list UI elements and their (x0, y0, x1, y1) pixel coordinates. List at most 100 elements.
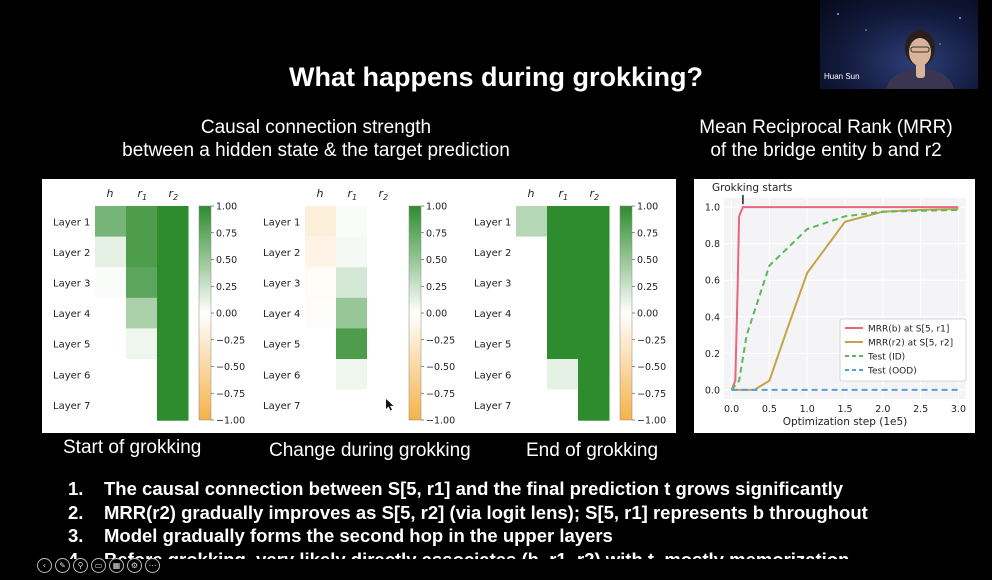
right-caption-line-2: of the bridge entity b and r2 (710, 140, 942, 161)
heatmap-cell (305, 267, 337, 299)
heatmap-label-change: Change during grokking (269, 440, 471, 461)
heatmap-cell (547, 297, 579, 329)
speaker-video[interactable]: Huan Sun (820, 0, 978, 89)
bullet-number: 3. (68, 525, 84, 546)
heatmap-cell (95, 389, 127, 421)
heatmap-row-label: Layer 6 (263, 370, 300, 381)
heatmap-1: Layer 1 Layer 2 Layer 3 Layer 4 Layer 5 Layer… (263, 187, 455, 427)
heatmap-row-label: Layer 2 (474, 248, 511, 259)
heatmap-row-label: Layer 1 (53, 217, 90, 228)
bullet-item: 4.Before grokking, very likely directly … (68, 548, 868, 559)
heatmap-label-end: End of grokking (526, 440, 659, 461)
heatmap-cell (157, 359, 189, 391)
heatmap-cell (367, 267, 399, 299)
y-tick-label: 0.4 (705, 312, 720, 323)
heatmap-cell (578, 267, 610, 299)
heatmap-row-label: Layer 7 (263, 401, 300, 412)
heatmap-0: Layer 1 Layer 2 Layer 3 Layer 4 Layer 5 Layer… (53, 187, 245, 427)
heatmap-cell (547, 267, 579, 299)
presentation-toolbar: ‹ ✎ ⚲ ▭ ▦ ⚙ ⋯ (37, 558, 160, 573)
heatmap-row-label: Layer 5 (263, 340, 300, 351)
legend-label: Test (OOD) (867, 367, 917, 377)
layout-icon[interactable]: ▦ (109, 558, 124, 573)
x-tick-label: 3.0 (951, 404, 966, 415)
heatmap-cell (547, 236, 579, 268)
colorbar (408, 205, 422, 421)
heatmap-cell (367, 206, 399, 238)
heatmap-cell (367, 297, 399, 329)
right-caption-line-1: Mean Reciprocal Rank (MRR) (699, 117, 953, 138)
series-line (730, 208, 959, 391)
heatmap-cell (516, 236, 548, 268)
heatmap-row-label: Layer 2 (263, 248, 300, 259)
heatmap-row-label: Layer 5 (474, 340, 511, 351)
right-caption: Mean Reciprocal Rank (MRR) of the bridge… (680, 116, 972, 162)
heatmap-col-label: r2 (590, 187, 600, 202)
heatmap-cell (126, 206, 158, 238)
heatmap-cell (367, 359, 399, 391)
colorbar-tick-label: −0.75 (637, 389, 666, 400)
heatmap-cell (157, 328, 189, 360)
bullet-number: 1. (68, 478, 84, 499)
zoom-icon[interactable]: ⚲ (73, 558, 88, 573)
colorbar-tick-label: −0.50 (637, 362, 666, 373)
x-tick-label: 2.0 (875, 404, 890, 415)
y-tick-label: 0.2 (705, 349, 720, 360)
heatmap-panel: Layer 1 Layer 2 Layer 3 Layer 4 Layer 5 Layer… (42, 179, 676, 433)
colorbar (619, 205, 633, 421)
heatmap-cell (305, 328, 337, 360)
heatmap-cell (336, 206, 368, 238)
colorbar-tick-label: −0.50 (426, 362, 455, 373)
heatmap-cell (516, 206, 548, 238)
slide-title: What happens during grokking? (289, 62, 703, 92)
colorbar-tick-label: −0.25 (637, 335, 666, 346)
y-tick-label: 0.8 (705, 239, 720, 250)
colorbar-tick-label: 1.00 (216, 202, 237, 213)
colorbar-tick-label: 0.75 (637, 228, 658, 239)
heatmap-cell (157, 236, 189, 268)
x-tick-label: 1.0 (800, 404, 815, 415)
heatmap-cell (578, 236, 610, 268)
colorbar-tick-label: 1.00 (637, 202, 658, 213)
x-tick-label: 2.5 (913, 404, 928, 415)
colorbar-tick-label: −1.00 (426, 416, 455, 427)
heatmap-cell (95, 267, 127, 299)
more-icon[interactable]: ⋯ (145, 558, 160, 573)
heatmap-col-label: r1 (138, 187, 148, 202)
colorbar-tick-label: 0.50 (216, 255, 237, 266)
bullet-item: 2. MRR(r2) gradually improves as S[5, r2]… (68, 501, 868, 525)
heatmap-cell (578, 328, 610, 360)
colorbar-tick-label: −0.25 (216, 335, 245, 346)
heatmap-cell (336, 267, 368, 299)
heatmap-cell (367, 236, 399, 268)
heatmap-col-label: r1 (348, 187, 358, 202)
heatmap-cell (157, 389, 189, 421)
heatmap-cell (95, 236, 127, 268)
heatmap-cell (157, 267, 189, 299)
heatmap-cell (516, 359, 548, 391)
colorbar-tick-label: 0.75 (426, 228, 447, 239)
heatmap-col-label: r2 (169, 187, 179, 202)
heatmap-cell (126, 328, 158, 360)
colorbar-tick-label: 0.25 (637, 282, 658, 293)
heatmap-cell (305, 389, 337, 421)
colorbar-tick-label: 0.25 (216, 282, 237, 293)
speaker-figure (837, 13, 961, 89)
heatmap-cell (95, 297, 127, 329)
heatmap-row-label: Layer 3 (53, 279, 90, 290)
captions-icon[interactable]: ▭ (91, 558, 106, 573)
colorbar-tick-label: 0.00 (637, 309, 658, 320)
heatmap-row-label: Layer 4 (263, 309, 300, 320)
back-icon[interactable]: ‹ (37, 558, 52, 573)
heatmap-row-label: Layer 6 (53, 370, 90, 381)
pen-icon[interactable]: ✎ (55, 558, 70, 573)
heatmap-row-label: Layer 5 (53, 340, 90, 351)
settings-icon[interactable]: ⚙ (127, 558, 142, 573)
heatmap-cell (126, 359, 158, 391)
heatmap-cell (95, 359, 127, 391)
heatmap-row-label: Layer 3 (263, 279, 300, 290)
heatmap-row-label: Layer 7 (474, 401, 511, 412)
heatmap-col-label: h (107, 187, 114, 200)
bullet-number: 4. (68, 548, 104, 559)
heatmap-cell (126, 297, 158, 329)
